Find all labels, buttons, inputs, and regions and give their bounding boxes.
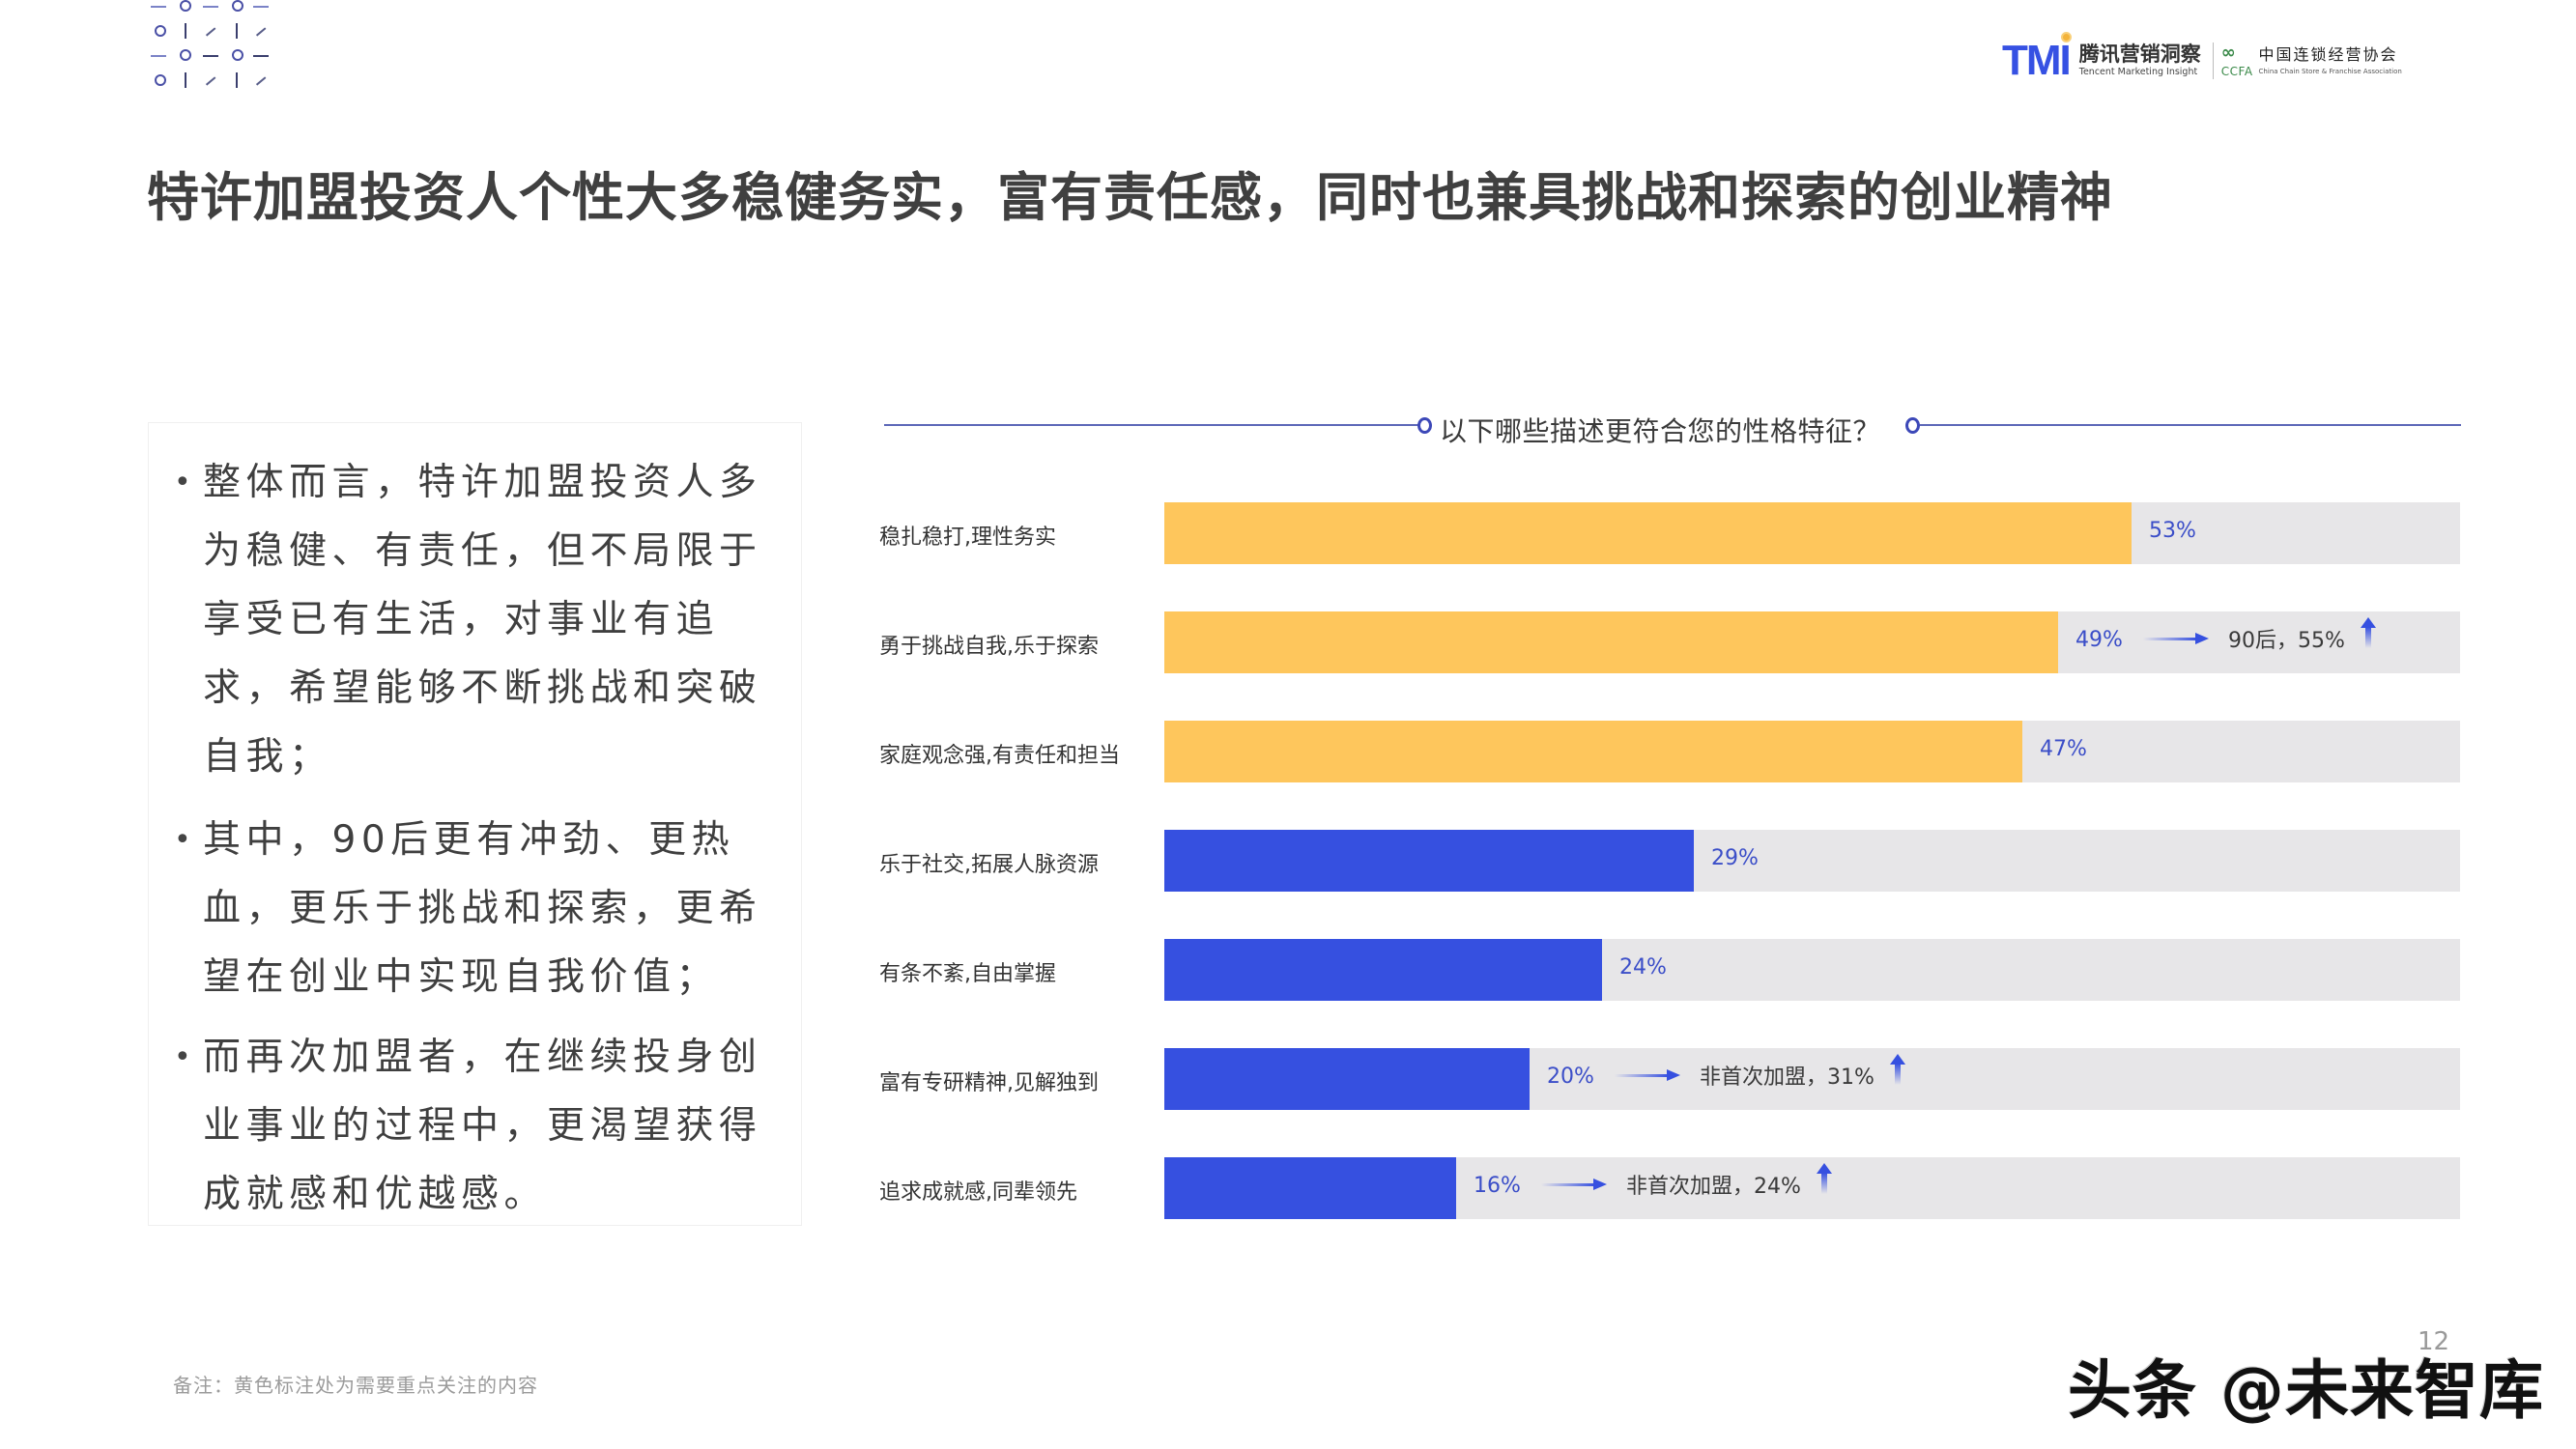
summary-panel: 整体而言，特许加盟投资人多为稳健、有责任，但不局限于享受已有生活，对事业有追求，…	[148, 422, 802, 1226]
bar-fill	[1164, 611, 2058, 673]
bar-annotation: 90后，55%	[2143, 617, 2376, 654]
bar-track: 53%	[1164, 502, 2460, 564]
bar-category-label: 勇于挑战自我,乐于探索	[879, 635, 1099, 659]
bar-row: 有条不紊,自由掌握 24%	[879, 939, 2464, 1001]
chart-title: 以下哪些描述更符合您的性格特征？	[1440, 415, 1881, 447]
bar-category-label: 乐于社交,拓展人脉资源	[879, 853, 1099, 877]
bar-track: 16% 非首次加盟，24%	[1164, 1157, 2460, 1219]
bar-annotation: 非首次加盟，24%	[1541, 1163, 1832, 1200]
bar-fill	[1164, 1048, 1530, 1110]
bar-track: 47%	[1164, 721, 2460, 782]
bar-track: 49% 90后，55%	[1164, 611, 2460, 673]
chart-title-row: 以下哪些描述更符合您的性格特征？	[884, 411, 2461, 447]
chart-title-line-right	[1920, 424, 2461, 426]
ccfa-name-cn: 中国连锁经营协会	[2258, 44, 2398, 64]
arrow-right-icon	[1615, 1069, 1680, 1081]
ccfa-abbr: CCFA	[2220, 65, 2253, 78]
bar-value-label: 16%	[1474, 1174, 1521, 1198]
bar-track: 20% 非首次加盟，31%	[1164, 1048, 2460, 1110]
bar-track: 24%	[1164, 939, 2460, 1001]
bar-fill	[1164, 939, 1602, 1001]
bar-row: 稳扎稳打,理性务实 53%	[879, 502, 2464, 564]
bar-fill	[1164, 502, 2132, 564]
ccfa-infinity-icon: ∞	[2220, 43, 2236, 63]
bar-value-label: 20%	[1547, 1065, 1594, 1089]
bar-row: 追求成就感,同辈领先 16% 非首次加盟，24%	[879, 1157, 2464, 1219]
bar-category-label: 有条不紊,自由掌握	[879, 962, 1056, 986]
bar-annotation: 非首次加盟，31%	[1615, 1054, 1905, 1091]
arrow-right-icon	[2143, 633, 2209, 644]
annotation-text: 非首次加盟，31%	[1700, 1065, 1875, 1090]
bar-track: 29%	[1164, 830, 2460, 892]
summary-bullet-1: 整体而言，特许加盟投资人多为稳健、有责任，但不局限于享受已有生活，对事业有追求，…	[174, 448, 783, 791]
tmi-dot-icon	[2060, 32, 2072, 43]
bar-row: 乐于社交,拓展人脉资源 29%	[879, 830, 2464, 892]
tmi-name-cn: 腾讯营销洞察	[2078, 43, 2201, 67]
bar-fill	[1164, 1157, 1456, 1219]
chart-title-circle-left-icon	[1417, 417, 1432, 434]
bar-fill	[1164, 721, 2022, 782]
bar-category-label: 富有专研精神,见解独到	[879, 1071, 1099, 1095]
bar-row: 家庭观念强,有责任和担当 47%	[879, 721, 2464, 782]
footnote: 备注：黄色标注处为需要重点关注的内容	[173, 1374, 538, 1397]
ccfa-name-en: China Chain Store & Franchise Associatio…	[2258, 67, 2402, 75]
bar-row: 富有专研精神,见解独到 20% 非首次加盟，31%	[879, 1048, 2464, 1110]
bar-row: 勇于挑战自我,乐于探索 49% 90后，55%	[879, 611, 2464, 673]
watermark: 头条 @未来智库	[2068, 1353, 2544, 1428]
annotation-text: 非首次加盟，24%	[1626, 1175, 1801, 1199]
bar-value-label: 24%	[1619, 955, 1667, 980]
ccfa-name: 中国连锁经营协会 China Chain Store & Franchise A…	[2258, 44, 2402, 75]
arrow-up-icon	[1889, 1054, 1905, 1087]
summary-bullet-2: 其中，90后更有冲劲、更热血，更乐于挑战和探索，更希望在创业中实现自我价值；	[174, 806, 783, 1011]
arrow-up-icon	[1816, 1163, 1832, 1196]
chart-title-circle-right-icon	[1905, 417, 1920, 434]
bar-value-label: 29%	[1711, 846, 1759, 870]
ccfa-logo: ∞ CCFA	[2220, 43, 2253, 78]
tmi-name: 腾讯营销洞察 Tencent Marketing Insight	[2079, 44, 2201, 77]
summary-bullet-3: 而再次加盟者，在继续投身创业事业的过程中，更渴望获得成就感和优越感。	[174, 1023, 783, 1229]
brand-logos: TMI 腾讯营销洞察 Tencent Marketing Insight ∞ C…	[2002, 32, 2402, 85]
decorative-grid-icon	[147, 0, 274, 89]
bar-category-label: 家庭观念强,有责任和担当	[879, 744, 1120, 768]
tmi-name-en: Tencent Marketing Insight	[2078, 67, 2198, 78]
arrow-right-icon	[1541, 1179, 1607, 1190]
bar-category-label: 稳扎稳打,理性务实	[879, 526, 1056, 550]
tmi-logo-text: TMI	[2002, 37, 2072, 84]
page-number: 12	[2418, 1327, 2450, 1356]
bar-category-label: 追求成就感,同辈领先	[879, 1180, 1077, 1205]
bar-value-label: 53%	[2149, 519, 2196, 543]
brand-divider	[2212, 43, 2214, 79]
tmi-logo: TMI	[2002, 32, 2072, 84]
bar-value-label: 47%	[2040, 737, 2087, 761]
page-title: 特许加盟投资人个性大多稳健务实，富有责任感，同时也兼具挑战和探索的创业精神	[147, 167, 2113, 228]
bar-value-label: 49%	[2075, 628, 2123, 652]
bar-fill	[1164, 830, 1694, 892]
chart-title-line-left	[884, 424, 1420, 426]
arrow-up-icon	[2360, 617, 2376, 650]
annotation-text: 90后，55%	[2228, 629, 2345, 653]
